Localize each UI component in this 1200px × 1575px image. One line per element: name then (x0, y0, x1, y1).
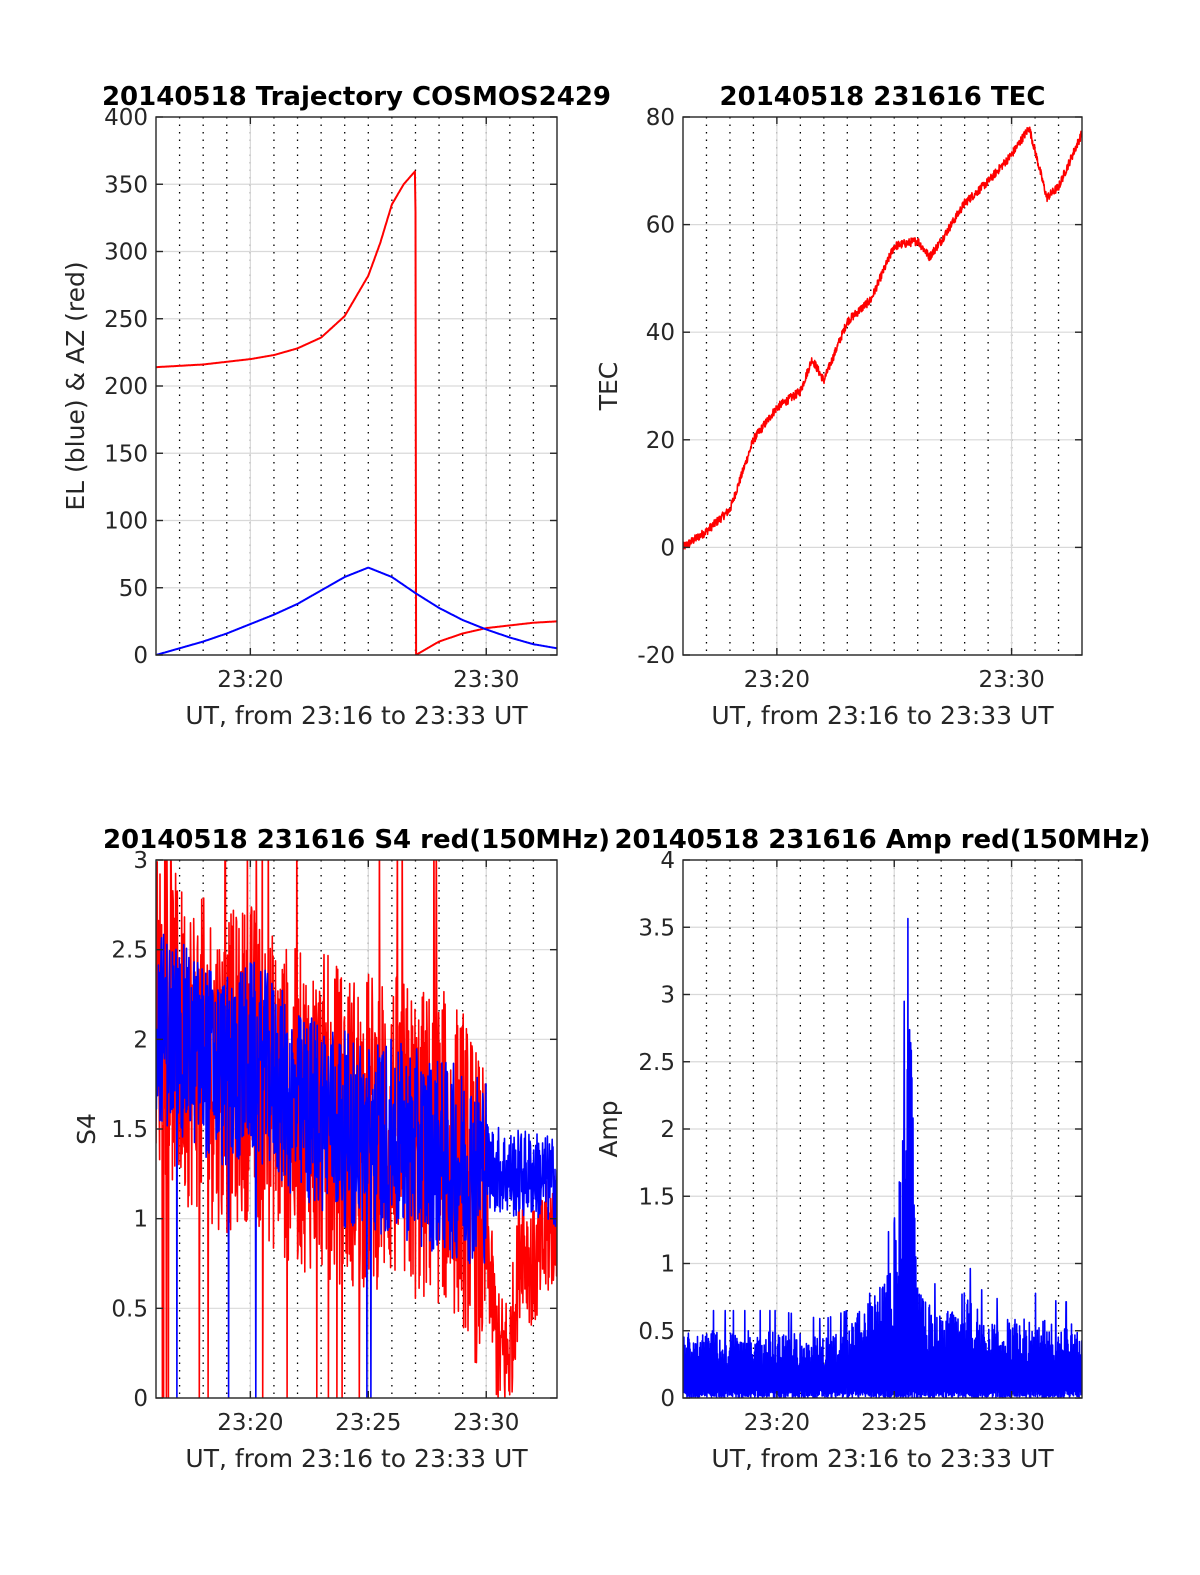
chart-title: 20140518 231616 TEC (720, 82, 1046, 112)
x-axis-label: UT, from 23:16 to 23:33 UT (185, 1444, 528, 1473)
y-tick-label: 200 (104, 374, 148, 400)
y-tick-label: 80 (646, 105, 675, 131)
y-tick-label: 4 (660, 848, 675, 874)
y-tick-label: 0.5 (638, 1319, 675, 1345)
data-line-series-0 (156, 170, 557, 655)
y-tick-label: 40 (646, 320, 675, 346)
y-tick-label: 300 (104, 240, 148, 266)
data-line-series-0 (683, 917, 1082, 1398)
x-tick-label: 23:20 (217, 667, 283, 693)
series-group (156, 170, 557, 655)
y-tick-label: 3 (660, 983, 675, 1009)
y-tick-label: 1 (133, 1207, 148, 1233)
y-tick-label: 350 (104, 172, 148, 198)
y-tick-label: 2.5 (111, 938, 148, 964)
y-tick-label: 1.5 (111, 1117, 148, 1143)
x-tick-label: 23:30 (453, 667, 519, 693)
y-tick-label: 100 (104, 509, 148, 535)
x-tick-label: 23:25 (335, 1410, 401, 1436)
y-tick-label: 20 (646, 428, 675, 454)
y-tick-label: 250 (104, 307, 148, 333)
chart-title: 20140518 Trajectory COSMOS2429 (102, 82, 611, 112)
x-axis-label: UT, from 23:16 to 23:33 UT (711, 1444, 1054, 1473)
data-line-series-1 (156, 933, 557, 1398)
x-tick-label: 23:20 (744, 667, 810, 693)
y-tick-label: 2 (133, 1027, 148, 1053)
x-tick-label: 23:30 (453, 1410, 519, 1436)
y-tick-label: 60 (646, 213, 675, 239)
chart-trajectory: 0 50 100 150 200 250 300 350 400 23:20 23:30 201405… (61, 82, 611, 730)
data-line-series-0 (683, 126, 1082, 550)
y-tick-label: 150 (104, 441, 148, 467)
y-tick-label: 0 (133, 643, 148, 669)
series-group (683, 126, 1082, 550)
y-tick-label: 0 (660, 1386, 675, 1412)
y-tick-label: -20 (637, 643, 675, 669)
y-tick-label: 50 (119, 576, 148, 602)
y-tick-label: 0.5 (111, 1296, 148, 1322)
y-tick-label: 0 (133, 1386, 148, 1412)
y-tick-label: 3.5 (638, 915, 675, 941)
y-tick-label: 2 (660, 1117, 675, 1143)
chart-title: 20140518 231616 S4 red(150MHz) (103, 825, 610, 855)
axes-box (682, 116, 1083, 656)
chart-tec: -20 0 20 40 60 80 23:20 23:30 20140518 231616 TE… (594, 82, 1083, 730)
x-tick-label: 23:25 (861, 1410, 927, 1436)
data-line-series-1 (156, 566, 557, 655)
y-axis-label: S4 (72, 1113, 101, 1145)
x-axis-label: UT, from 23:16 to 23:33 UT (711, 701, 1054, 730)
y-axis-label: Amp (594, 1100, 623, 1157)
y-axis-label: EL (blue) & AZ (red) (61, 261, 90, 510)
y-tick-label: 0 (660, 535, 675, 561)
y-tick-label: 2.5 (638, 1050, 675, 1076)
x-tick-label: 23:20 (217, 1410, 283, 1436)
y-tick-label: 1.5 (638, 1184, 675, 1210)
chart-s4: 0 0.5 1 1.5 2 2.5 3 23:20 23:25 23:30 20140518 231… (72, 825, 610, 1473)
series-group (683, 917, 1082, 1398)
y-tick-label: 400 (104, 105, 148, 131)
plot-area (683, 117, 1082, 655)
series-group (156, 860, 557, 1398)
chart-amp: 0 0.5 1 1.5 2 2.5 3 3.5 4 23:20 23:25 23:30 20140518… (594, 825, 1151, 1473)
y-tick-label: 3 (133, 848, 148, 874)
x-tick-label: 23:20 (744, 1410, 810, 1436)
chart-title: 20140518 231616 Amp red(150MHz) (614, 825, 1150, 855)
x-tick-label: 23:30 (978, 667, 1044, 693)
y-axis-label: TEC (594, 362, 623, 412)
y-tick-label: 1 (660, 1252, 675, 1278)
x-tick-label: 23:30 (978, 1410, 1044, 1436)
x-axis-label: UT, from 23:16 to 23:33 UT (185, 701, 528, 730)
